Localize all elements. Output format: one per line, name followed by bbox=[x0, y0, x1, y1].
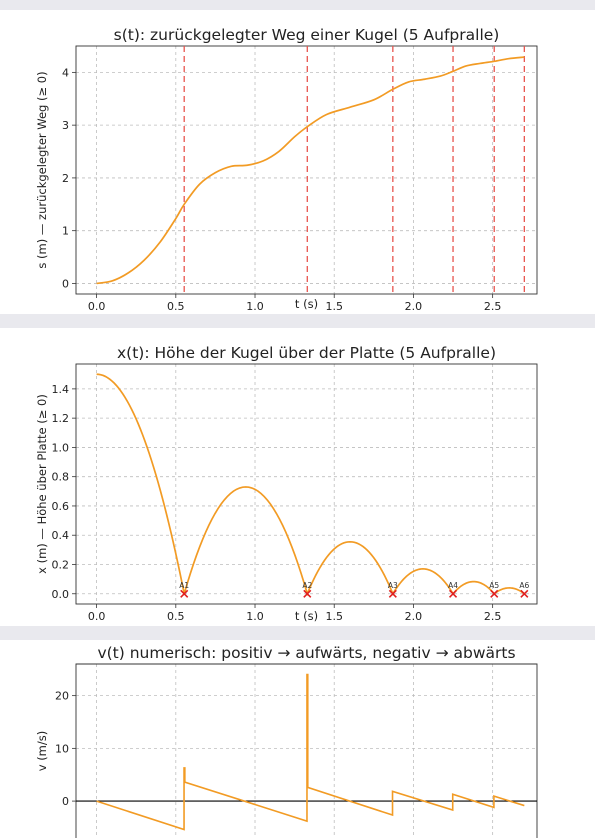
x-tick-label: 1.0 bbox=[246, 610, 264, 623]
chart-panel-velocity: v(t) numerisch: positiv → aufwärts, nega… bbox=[0, 640, 595, 838]
x-tick-label: 2.0 bbox=[405, 610, 423, 623]
height-chart: x(t): Höhe der Kugel über der Platte (5 … bbox=[35, 344, 538, 623]
impact-marker bbox=[388, 589, 397, 598]
y-tick-label: 0 bbox=[62, 795, 69, 808]
y-tick-label: 10 bbox=[55, 742, 69, 755]
velocity-series-line bbox=[96, 673, 525, 831]
y-tick-label: 0.8 bbox=[52, 471, 70, 484]
impact-marker bbox=[520, 589, 529, 598]
chart-title-3: v(t) numerisch: positiv → aufwärts, nega… bbox=[97, 644, 515, 662]
y-axis-label: v (m/s) bbox=[35, 731, 49, 772]
y-tick-label: 0.6 bbox=[52, 500, 70, 513]
x-tick-label: 0.0 bbox=[88, 610, 106, 623]
x-tick-label: 0.0 bbox=[88, 300, 106, 313]
y-tick-label: 0.2 bbox=[52, 558, 70, 571]
chart-panel-height: x(t): Höhe der Kugel über der Platte (5 … bbox=[0, 328, 595, 626]
impact-label: A5 bbox=[489, 581, 499, 590]
x-tick-label: 0.5 bbox=[167, 610, 185, 623]
y-axis-label: s (m) — zurückgelegter Weg (≥ 0) bbox=[35, 71, 49, 268]
x-tick-label: 1.5 bbox=[325, 300, 343, 313]
velocity-chart: v(t) numerisch: positiv → aufwärts, nega… bbox=[35, 644, 538, 838]
chart-title-1: s(t): zurückgelegter Weg einer Kugel (5 … bbox=[114, 26, 500, 44]
plot-frame bbox=[75, 45, 538, 295]
x-tick-label: 0.5 bbox=[167, 300, 185, 313]
plot-frame bbox=[75, 363, 538, 605]
y-tick-label: 2 bbox=[62, 172, 69, 185]
impact-label: A1 bbox=[179, 581, 189, 590]
impact-marker bbox=[303, 589, 312, 598]
y-tick-label: 0 bbox=[62, 277, 69, 290]
x-tick-label: 2.5 bbox=[484, 610, 502, 623]
y-tick-label: 0.4 bbox=[52, 529, 70, 542]
x-tick-label: 2.5 bbox=[484, 300, 502, 313]
distance-chart: s(t): zurückgelegter Weg einer Kugel (5 … bbox=[35, 26, 538, 313]
impact-label: A3 bbox=[388, 581, 398, 590]
y-tick-label: 3 bbox=[62, 119, 69, 132]
impact-marker bbox=[490, 589, 499, 598]
impact-label: A6 bbox=[519, 581, 529, 590]
plot-frame bbox=[75, 663, 538, 838]
y-tick-label: 1.4 bbox=[52, 383, 70, 396]
y-tick-label: 1.2 bbox=[52, 412, 70, 425]
chart-title-2: x(t): Höhe der Kugel über der Platte (5 … bbox=[117, 344, 496, 362]
impact-label: A4 bbox=[448, 581, 458, 590]
chart-panel-distance: s(t): zurückgelegter Weg einer Kugel (5 … bbox=[0, 10, 595, 314]
x-tick-label: 1.5 bbox=[325, 610, 343, 623]
y-tick-label: 1.0 bbox=[52, 441, 70, 454]
y-tick-label: 0.0 bbox=[52, 588, 70, 601]
y-tick-label: 1 bbox=[62, 225, 69, 238]
x-axis-label: t (s) bbox=[295, 297, 318, 311]
impact-marker bbox=[448, 589, 458, 598]
x-tick-label: 2.0 bbox=[405, 300, 423, 313]
x-tick-label: 1.0 bbox=[246, 300, 264, 313]
y-tick-label: 20 bbox=[55, 690, 69, 703]
y-axis-label: x (m) — Höhe über Platte (≥ 0) bbox=[35, 394, 49, 574]
impact-marker bbox=[180, 589, 189, 598]
distance-series-line bbox=[96, 56, 525, 285]
height-series-line bbox=[96, 373, 525, 597]
x-axis-label: t (s) bbox=[295, 609, 318, 623]
impact-label: A2 bbox=[302, 581, 312, 590]
y-tick-label: 4 bbox=[62, 66, 69, 79]
